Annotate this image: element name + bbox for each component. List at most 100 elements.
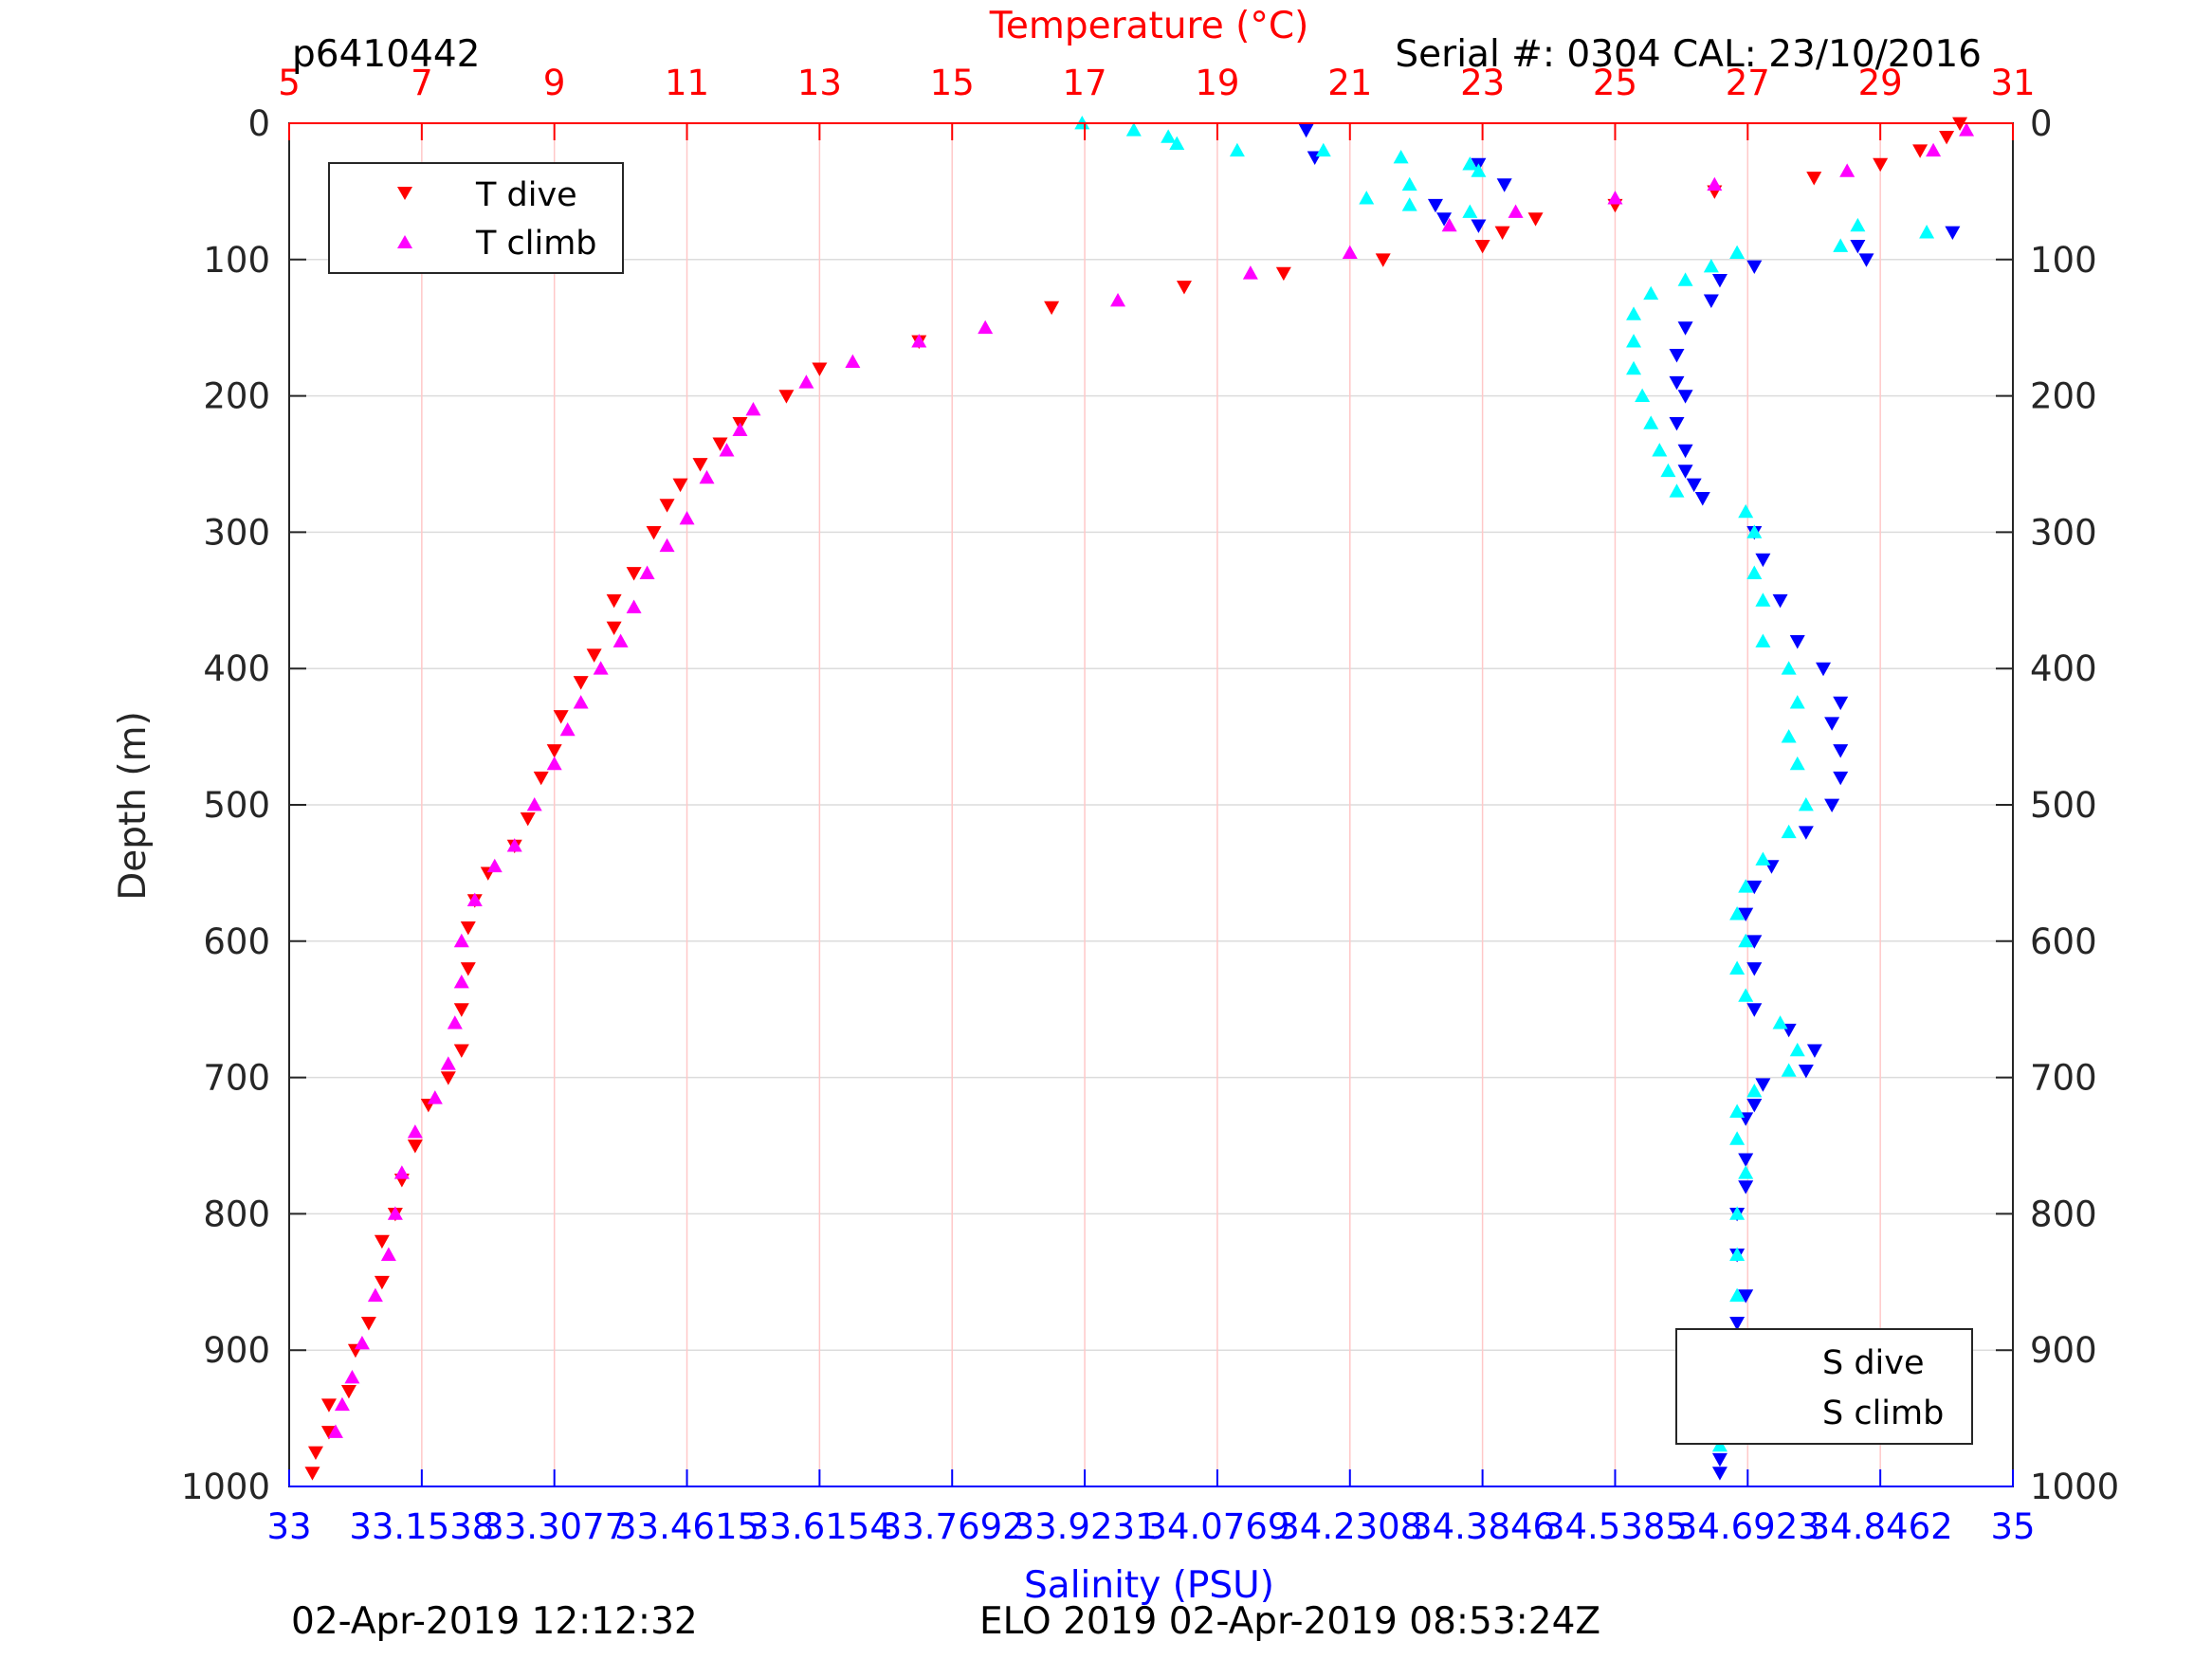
s-climb-point — [1643, 415, 1659, 429]
s-dive-point — [1427, 198, 1443, 213]
s-climb-point — [1729, 960, 1746, 975]
s-dive-point — [1755, 1078, 1771, 1092]
t-dive-point — [340, 1384, 356, 1399]
s-dive-point — [1686, 478, 1702, 493]
s-climb-legend-label: S climb — [1822, 1395, 1944, 1432]
t-dive-point — [546, 744, 562, 758]
t-climb-point — [546, 756, 562, 771]
t-dive-legend-marker — [397, 187, 412, 200]
s-dive-point — [1496, 178, 1512, 192]
t-dive-point — [1474, 240, 1490, 254]
t-dive-point — [659, 499, 675, 513]
s-dive-point — [1833, 696, 1849, 711]
s-dive-point — [1746, 935, 1763, 949]
plot-marks — [304, 116, 1975, 1481]
footer-timestamp: 02-Apr-2019 12:12:32 — [291, 1600, 698, 1643]
t-climb-point — [679, 511, 695, 525]
t-climb-point — [344, 1369, 360, 1384]
salinity-legend-box — [1675, 1328, 1973, 1445]
temperature-tick-label: 31 — [1990, 63, 2035, 103]
s-climb-point — [1781, 824, 1797, 839]
s-climb-point — [1729, 1131, 1746, 1145]
t-dive-point — [460, 921, 476, 936]
temperature-legend-box — [328, 162, 624, 274]
t-climb-point — [447, 1015, 463, 1030]
t-dive-point — [626, 567, 642, 581]
s-climb-point — [1755, 592, 1771, 607]
t-dive-point — [374, 1275, 390, 1290]
s-dive-point — [1738, 1153, 1754, 1167]
s-climb-point — [1635, 388, 1651, 402]
t-dive-point — [374, 1234, 390, 1249]
t-climb-point — [559, 721, 576, 737]
s-dive-point — [1694, 492, 1710, 506]
salinity-tick-label: 33.9231 — [1013, 1506, 1158, 1547]
t-climb-point — [612, 633, 629, 647]
s-dive-point — [1850, 240, 1866, 254]
t-climb-point — [354, 1336, 370, 1350]
salinity-tick-label: 33.1538 — [349, 1506, 494, 1547]
salinity-tick-label: 33.3077 — [482, 1506, 627, 1547]
s-dive-legend-label: S dive — [1822, 1344, 1925, 1382]
t-dive-point — [453, 1003, 469, 1017]
s-climb-point — [1738, 988, 1754, 1002]
s-dive-point — [1711, 1452, 1728, 1468]
t-dive-point — [1873, 157, 1889, 173]
t-climb-point — [427, 1090, 443, 1104]
s-climb-point — [1729, 1206, 1746, 1220]
t-climb-point — [407, 1124, 423, 1139]
temperature-axis-label: Temperature (°C) — [989, 5, 1309, 47]
t-climb-point — [1508, 204, 1524, 218]
t-climb-point — [639, 565, 655, 579]
s-climb-point — [1677, 272, 1693, 286]
s-climb-point — [1169, 136, 1185, 150]
axis-ticks: 0 0 100 100 200 200 300 300 400 400 500 500 600 600 70… — [181, 63, 2119, 1547]
depth-tick-label-left: 400 — [203, 648, 270, 689]
s-climb-point — [1393, 149, 1409, 164]
t-climb-point — [327, 1424, 343, 1438]
t-dive-point — [453, 1044, 469, 1058]
s-dive-point — [1858, 253, 1874, 267]
salinity-tick-label: 34.0769 — [1144, 1506, 1289, 1547]
temperature-tick-label: 13 — [797, 63, 842, 103]
t-dive-point — [320, 1426, 337, 1440]
temperature-legend: T dive T climb — [328, 162, 624, 274]
depth-tick-label-right: 600 — [2030, 921, 2097, 962]
t-dive-point — [320, 1398, 337, 1413]
s-climb-point — [1798, 797, 1814, 811]
t-dive-legend-label: T dive — [475, 176, 577, 214]
s-dive-point — [1677, 444, 1693, 459]
s-climb-point — [1652, 443, 1668, 457]
t-climb-point — [506, 838, 522, 852]
t-climb-point — [380, 1247, 396, 1261]
s-dive-series — [1298, 123, 1961, 1481]
s-dive-point — [1746, 1003, 1763, 1017]
temperature-tick-label: 17 — [1063, 63, 1107, 103]
t-dive-point — [1275, 266, 1291, 282]
s-climb-point — [1789, 695, 1805, 709]
salinity-axis-label: Salinity (PSU) — [1024, 1564, 1274, 1607]
temperature-tick-label: 9 — [543, 63, 566, 103]
t-dive-point — [407, 1139, 423, 1154]
t-dive-point — [1527, 212, 1544, 227]
t-climb-legend-label: T climb — [475, 225, 597, 263]
s-dive-point — [1436, 212, 1453, 227]
s-dive-point — [1789, 635, 1805, 649]
temperature-tick-label: 15 — [930, 63, 975, 103]
plot-grid — [289, 123, 2013, 1486]
depth-tick-label-right: 800 — [2030, 1194, 2097, 1234]
depth-tick-label-right: 500 — [2030, 785, 2097, 826]
t-climb-point — [593, 661, 609, 675]
depth-axis-label: Depth (m) — [112, 711, 155, 901]
s-climb-point — [1738, 933, 1754, 948]
s-dive-point — [1677, 390, 1693, 404]
t-dive-point — [307, 1446, 323, 1461]
s-dive-point — [1677, 321, 1693, 336]
depth-tick-label-left: 600 — [203, 921, 270, 962]
s-dive-point — [1738, 1289, 1754, 1304]
s-climb-point — [1359, 191, 1375, 205]
s-climb-point — [1738, 1165, 1754, 1179]
s-climb-point — [1729, 1287, 1746, 1303]
salinity-tick-label: 33.6154 — [747, 1506, 892, 1547]
